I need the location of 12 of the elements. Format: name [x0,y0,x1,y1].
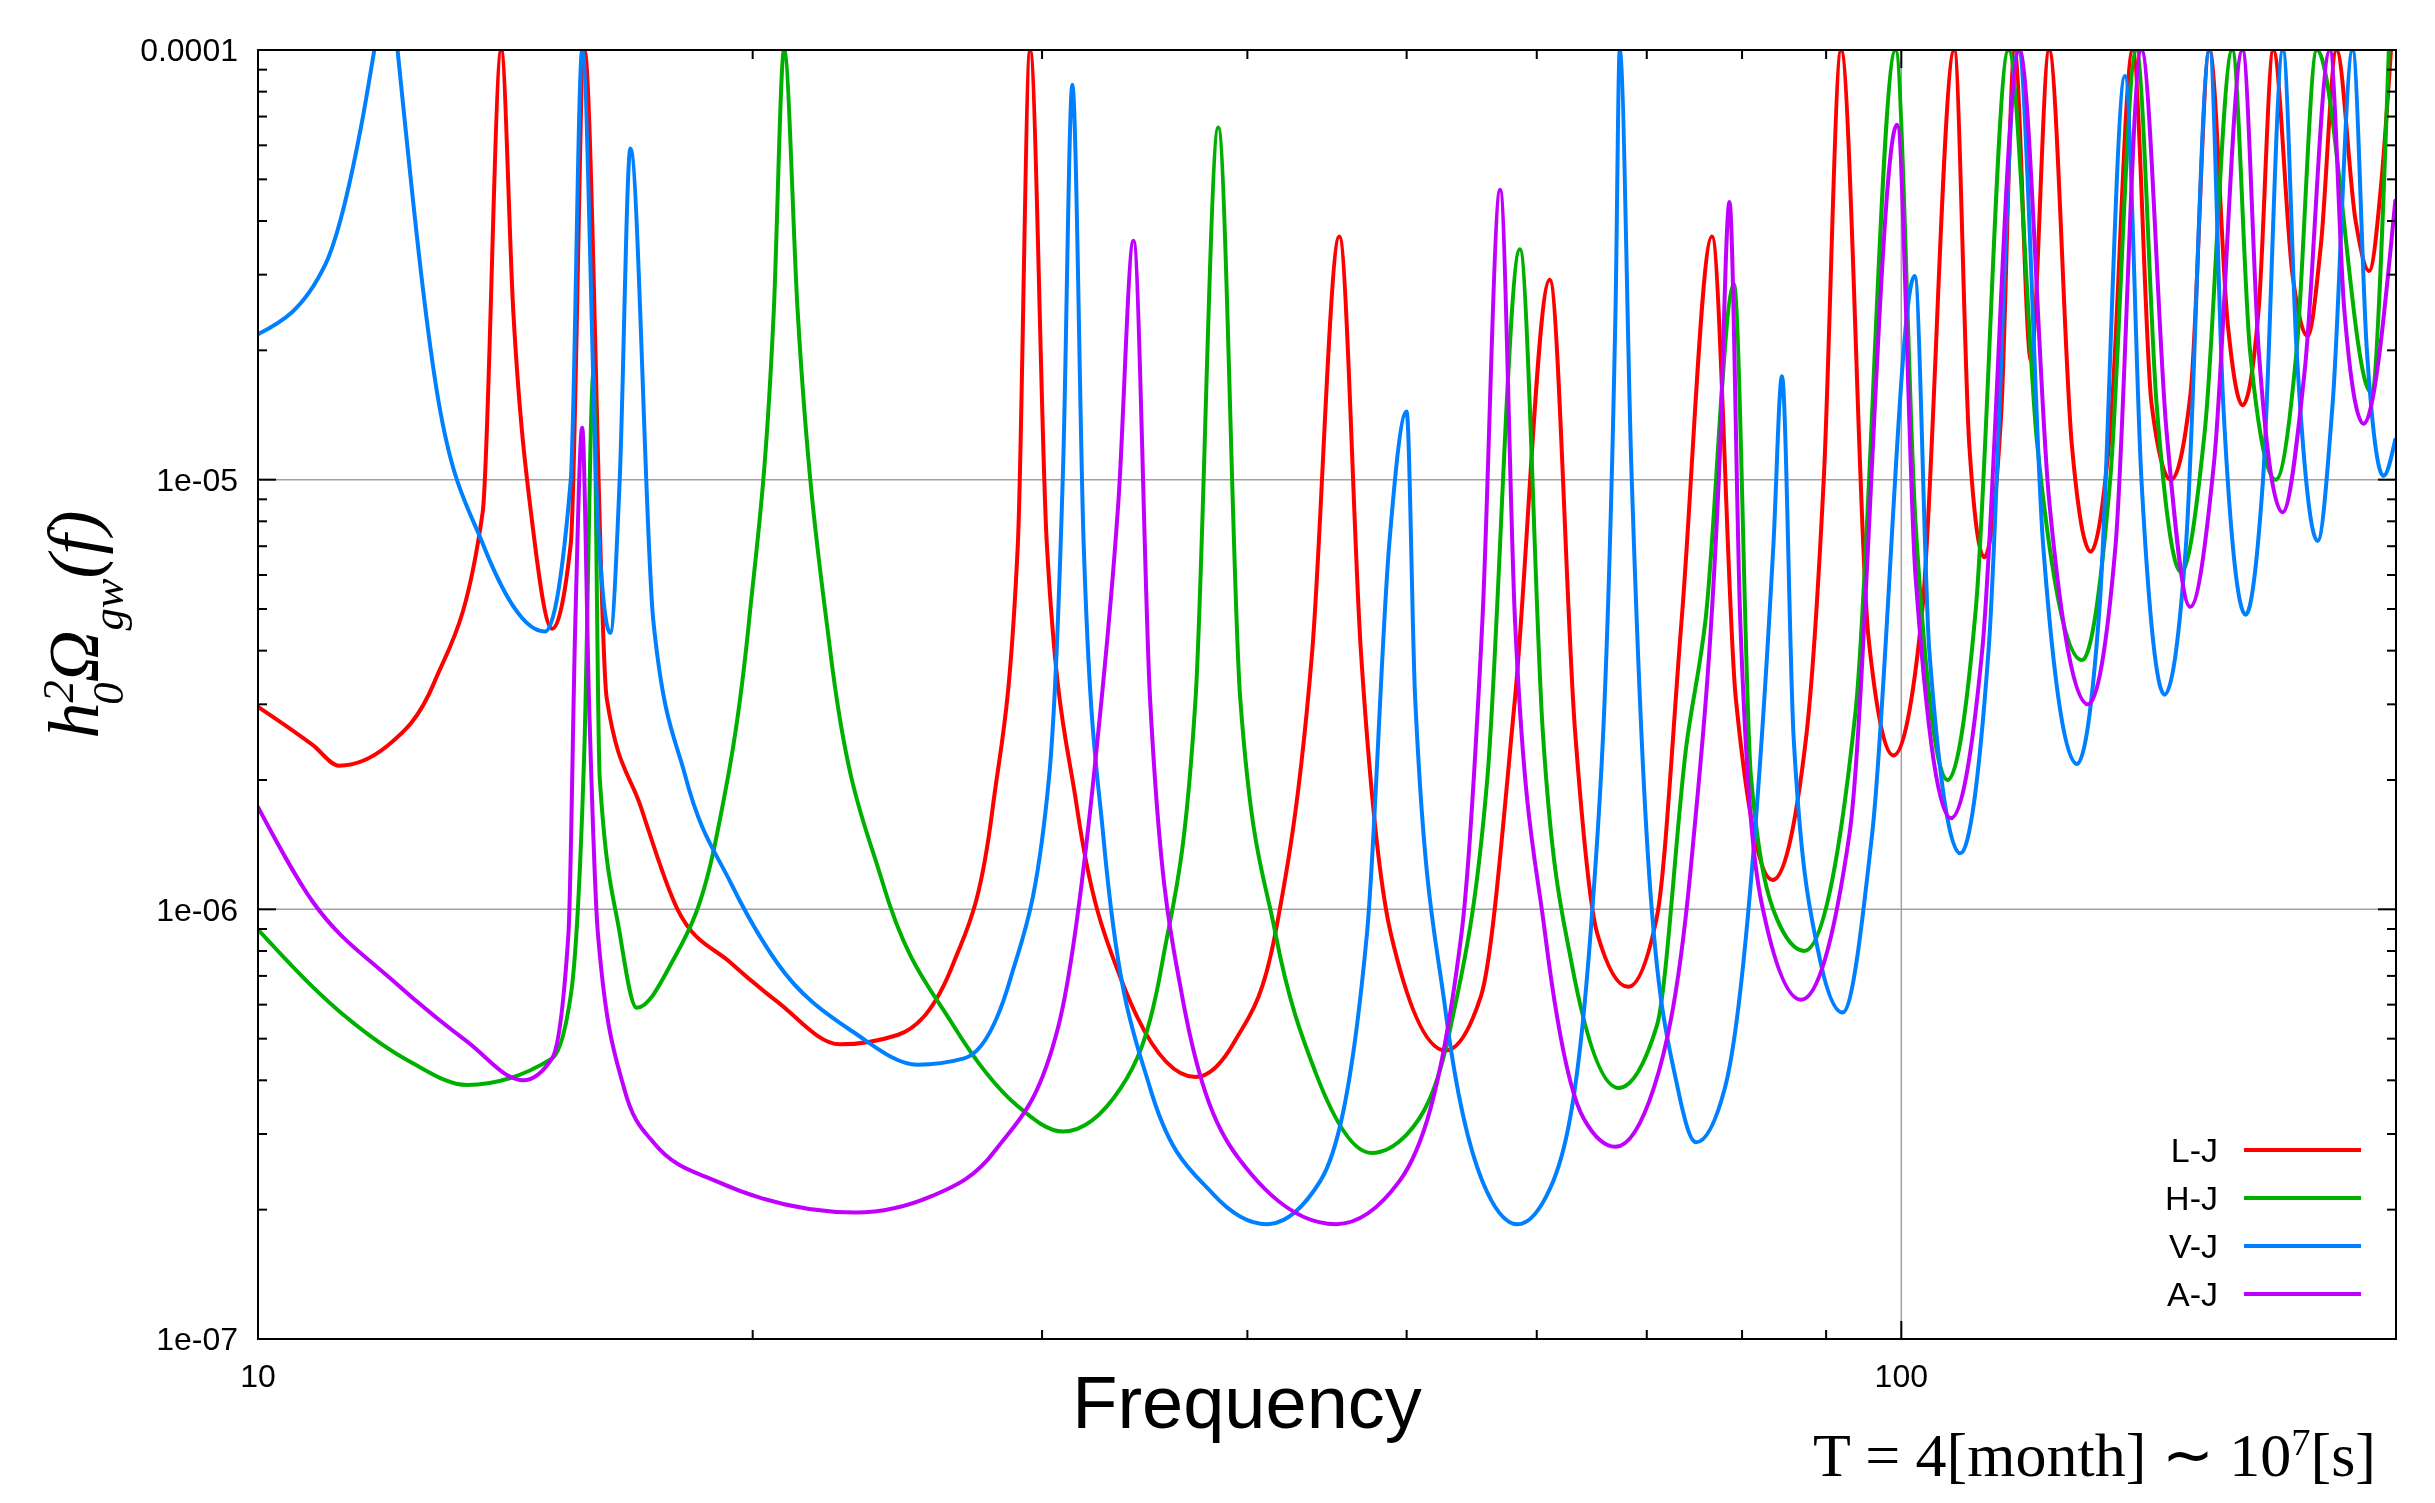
text: T = 4[month] ∼ 10$^{7}$[s] [1812,1421,2376,1489]
legend-label: A-J [2167,1274,2218,1313]
y-tick-label: 1e-07 [156,1321,238,1358]
x-tick-label: 10 [240,1358,276,1394]
legend-label: V-J [2168,1226,2218,1265]
y-tick-label: 0.0001 [140,32,238,69]
legend-label: H-J [2165,1178,2218,1217]
legend-label: L-J [2170,1130,2218,1169]
x-tick-label: 100 [1874,1358,1929,1394]
x-axis-title: Frequency [1072,1361,1422,1444]
y-tick-label: 1e-06 [156,891,238,928]
y-tick-label: 1e-05 [156,461,238,498]
